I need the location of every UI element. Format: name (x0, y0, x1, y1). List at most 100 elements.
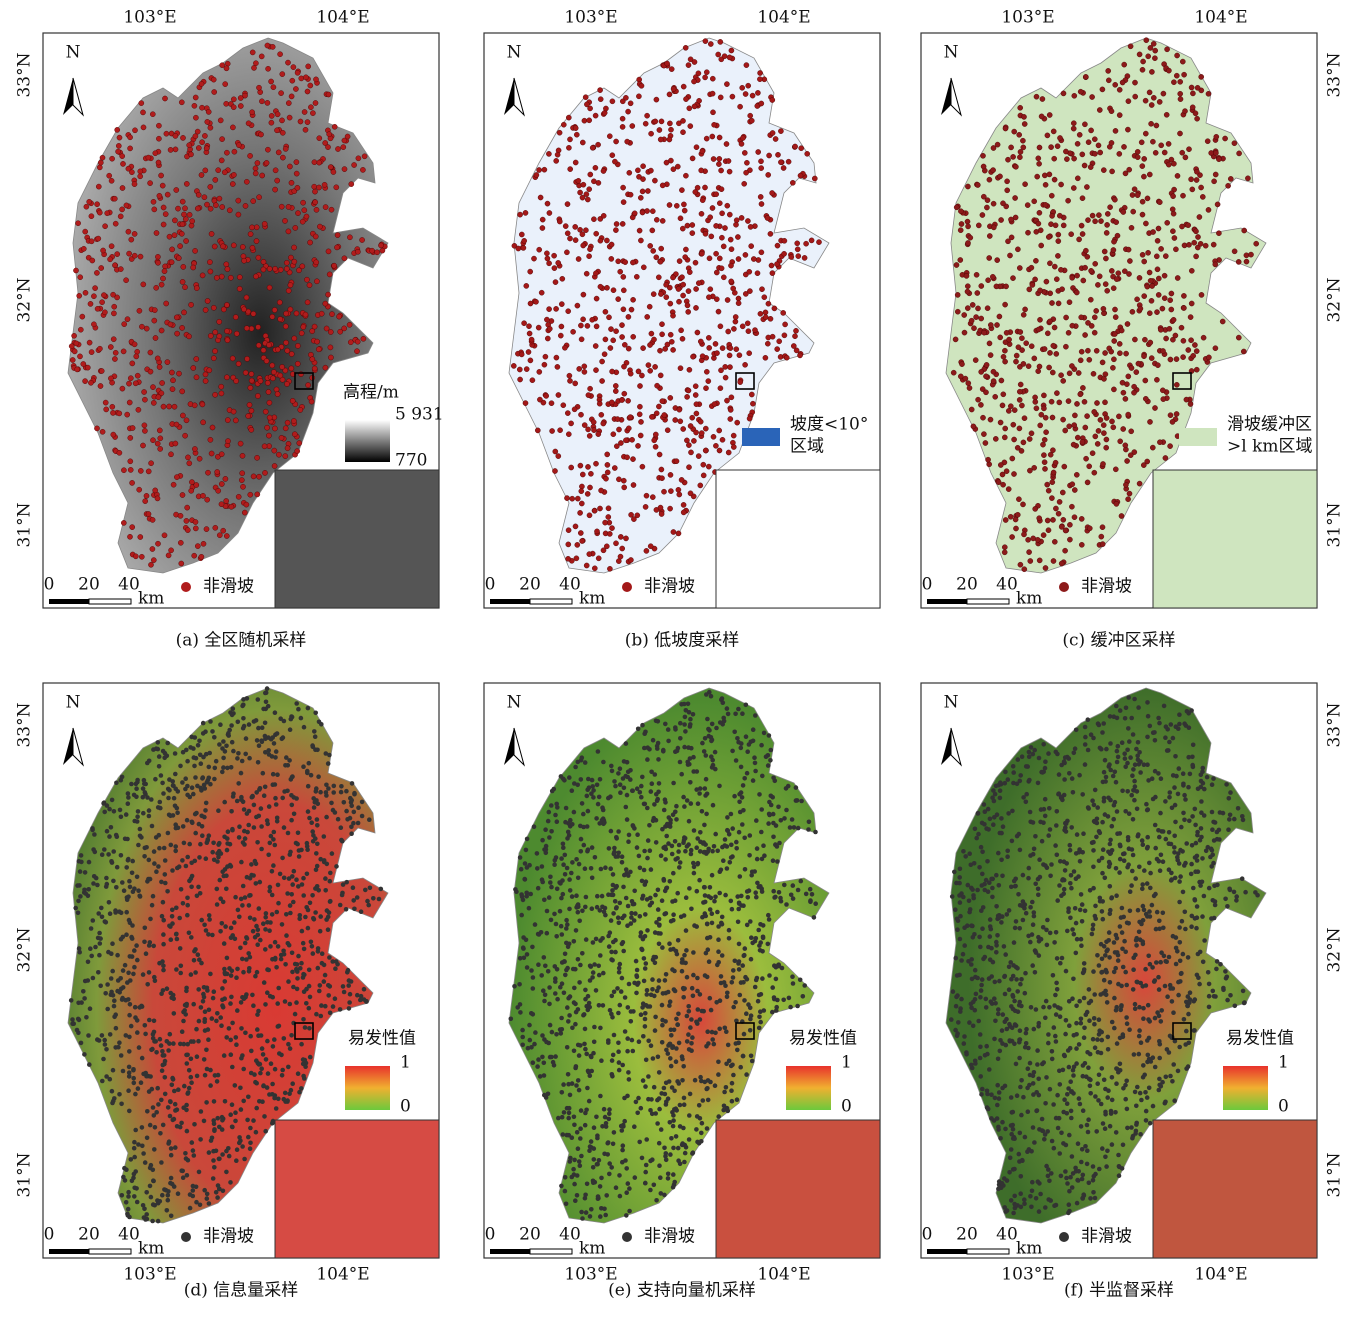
sample-point (683, 247, 688, 252)
sample-point (173, 133, 178, 138)
sample-point (118, 808, 123, 813)
sample-point (720, 346, 725, 351)
sample-point (156, 740, 161, 745)
sample-point (747, 289, 752, 294)
sample-point (592, 1157, 597, 1162)
sample-point (295, 343, 300, 348)
sample-point (677, 259, 682, 264)
sample-point (194, 811, 199, 816)
sample-point (669, 1136, 674, 1141)
sample-point (594, 1115, 599, 1120)
sample-point (1087, 526, 1092, 531)
sample-point (125, 412, 130, 417)
sample-point (668, 301, 673, 306)
sample-point (652, 178, 657, 183)
sample-point (994, 322, 999, 327)
sample-point (630, 457, 635, 462)
sample-point (1018, 149, 1023, 154)
sample-point (189, 885, 194, 890)
sample-point (285, 789, 290, 794)
sample-point (292, 336, 297, 341)
sample-point (703, 426, 708, 431)
sample-point (635, 968, 640, 973)
sample-point (153, 151, 158, 156)
sample-point (328, 329, 333, 334)
sample-point (221, 528, 226, 533)
sample-point (648, 243, 653, 248)
sample-point (97, 165, 102, 170)
sample-point (1032, 199, 1037, 204)
sample-point (150, 1219, 155, 1224)
sample-point (280, 856, 285, 861)
sample-point (546, 969, 551, 974)
sample-point (266, 433, 271, 438)
sample-point (688, 1025, 693, 1030)
sample-point (721, 858, 726, 863)
sample-point (720, 437, 725, 442)
sample-point (110, 1089, 115, 1094)
sample-point (222, 1053, 227, 1058)
scale-bar (490, 599, 530, 604)
sample-point (192, 1122, 197, 1127)
sample-point (137, 894, 142, 899)
sample-point (223, 1099, 228, 1104)
sample-point (188, 1192, 193, 1197)
sample-point (729, 279, 734, 284)
sample-point (643, 1024, 648, 1029)
sample-point (156, 136, 161, 141)
sample-point (128, 467, 133, 472)
sample-point (613, 389, 618, 394)
sample-point (671, 912, 676, 917)
sample-point (680, 130, 685, 135)
sample-point (290, 775, 295, 780)
lat-label: 33°N (15, 52, 35, 97)
sample-point (155, 541, 160, 546)
sample-point (1043, 182, 1048, 187)
sample-point (1160, 306, 1165, 311)
sample-point (259, 54, 264, 59)
sample-point (311, 916, 316, 921)
sample-point (200, 402, 205, 407)
sample-point (524, 848, 529, 853)
sample-point (1010, 534, 1015, 539)
sample-point (1203, 243, 1208, 248)
sample-point (710, 134, 715, 139)
sample-point (157, 428, 162, 433)
sample-point (259, 847, 264, 852)
sample-point (736, 296, 741, 301)
sample-point (78, 327, 83, 332)
sample-point (674, 459, 679, 464)
sample-point (339, 784, 344, 789)
sample-point (204, 928, 209, 933)
sample-point (126, 795, 131, 800)
sample-point (509, 1017, 514, 1022)
sample-point (293, 86, 298, 91)
sample-point (571, 967, 576, 972)
sample-point (187, 461, 192, 466)
sample-point (159, 282, 164, 287)
sample-point (144, 845, 149, 850)
sample-point (704, 753, 709, 758)
sample-point (621, 288, 626, 293)
sample-point (247, 722, 252, 727)
sample-point (579, 337, 584, 342)
sample-point (124, 865, 129, 870)
sample-point (208, 1083, 213, 1088)
sample-point (1199, 185, 1204, 190)
sample-point (204, 146, 209, 151)
sample-point (191, 1039, 196, 1044)
sample-point (78, 894, 83, 899)
sample-point (102, 847, 107, 852)
sample-point (711, 434, 716, 439)
sample-point (592, 1040, 597, 1045)
sample-point (324, 790, 329, 795)
sample-point (578, 1043, 583, 1048)
sample-point (1150, 283, 1155, 288)
sample-point (305, 300, 310, 305)
sample-point (686, 289, 691, 294)
sample-point (533, 1030, 538, 1035)
sample-point (724, 141, 729, 146)
sample-point (640, 896, 645, 901)
sample-point (621, 274, 626, 279)
sample-point (1001, 354, 1006, 359)
